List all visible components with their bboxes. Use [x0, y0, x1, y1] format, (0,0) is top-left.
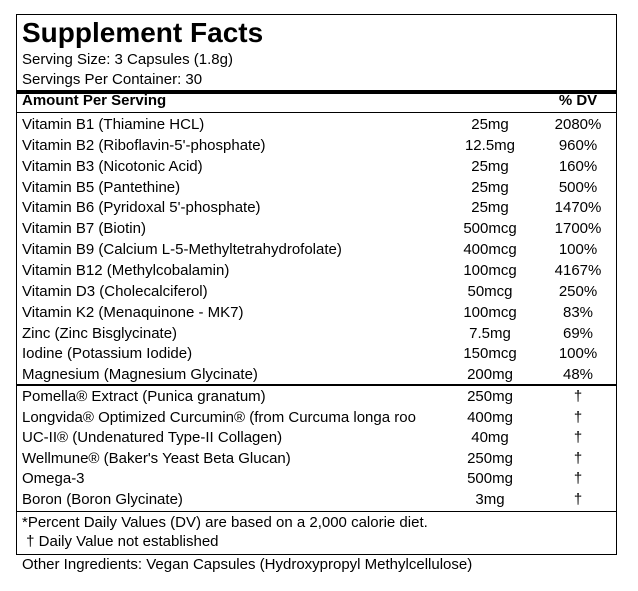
ingredient-name: Vitamin B3 (Nicotonic Acid) — [22, 157, 203, 175]
ingredient-amount: 25mg — [471, 157, 509, 175]
daily-value: 4167% — [554, 261, 602, 279]
ingredient-amount: 3mg — [475, 491, 505, 508]
ingredient-name: Vitamin D3 (Cholecalciferol) — [22, 282, 208, 300]
ingredient-name: Longvida® Optimized Curcumin® (from Curc… — [22, 408, 416, 426]
ingredient-amount: 40mg — [471, 429, 509, 447]
ingredient-amount: 100mcg — [463, 261, 517, 279]
ingredient-amount: 25mg — [471, 178, 509, 196]
ingredient-name: Pomella® Extract (Punica granatum) — [22, 388, 266, 405]
footnote: *Percent Daily Values (DV) are based on … — [22, 514, 428, 531]
ingredient-amount: 25mg — [471, 116, 509, 133]
ingredient-name: Boron (Boron Glycinate) — [22, 491, 183, 508]
ingredient-amount: 25mg — [471, 199, 509, 217]
serving-size: Serving Size: 3 Capsules (1.8g) — [22, 51, 233, 68]
ingredient-name: Zinc (Zinc Bisglycinate) — [22, 324, 178, 342]
ingredient-amount: 400mg — [467, 408, 513, 426]
ingredient-name: Wellmune® (Baker's Yeast Beta Glucan) — [22, 449, 291, 467]
daily-value: 250% — [558, 282, 598, 300]
ingredient-amount: 100mcg — [463, 303, 517, 321]
daily-value: 960% — [558, 136, 598, 154]
label-box — [16, 14, 617, 555]
ingredient-amount: 400mcg — [463, 241, 517, 259]
daily-value: 500% — [558, 178, 598, 196]
daily-value: 100% — [558, 345, 598, 363]
ingredient-amount: 150mcg — [463, 345, 517, 363]
daily-value: † — [573, 429, 583, 447]
footnote: † Daily Value not established — [22, 533, 219, 550]
ingredient-name: Vitamin K2 (Menaquinone - MK7) — [22, 303, 244, 321]
daily-value: † — [573, 449, 583, 467]
ingredient-name: Vitamin B12 (Methylcobalamin) — [22, 261, 230, 279]
ingredient-name: Vitamin B9 (Calcium L-5-Methyltetrahydro… — [22, 241, 342, 259]
daily-value: 1470% — [554, 199, 602, 217]
ingredient-name: UC-II® (Undenatured Type-II Collagen) — [22, 429, 283, 447]
daily-value: † — [573, 470, 583, 488]
daily-value: 100% — [558, 241, 598, 259]
daily-value: † — [573, 491, 583, 508]
ingredient-amount: 200mg — [467, 366, 513, 384]
ingredient-name: Vitamin B7 (Biotin) — [22, 220, 146, 238]
column-header: % DV — [558, 92, 598, 109]
ingredient-amount: 250mg — [467, 449, 513, 467]
daily-value: † — [573, 388, 583, 405]
daily-value: 83% — [562, 303, 594, 321]
ingredient-name: Vitamin B5 (Pantethine) — [22, 178, 181, 196]
ingredient-amount: 7.5mg — [469, 324, 511, 342]
daily-value: † — [573, 408, 583, 426]
ingredient-name: Omega-3 — [22, 470, 85, 488]
rule — [17, 511, 616, 512]
daily-value: 160% — [558, 157, 598, 175]
ingredient-name: Iodine (Potassium Iodide) — [22, 345, 193, 363]
daily-value: 2080% — [554, 116, 602, 133]
ingredient-amount: 250mg — [467, 388, 513, 405]
other-ingredients: Other Ingredients: Vegan Capsules (Hydro… — [22, 556, 473, 573]
thick-rule — [17, 90, 616, 94]
ingredient-name: Vitamin B2 (Riboflavin-5'-phosphate) — [22, 136, 266, 154]
ingredient-name: Vitamin B6 (Pyridoxal 5'-phosphate) — [22, 199, 261, 217]
daily-value: 69% — [562, 324, 594, 342]
daily-value: 1700% — [554, 220, 602, 238]
ingredient-amount: 500mg — [467, 470, 513, 488]
ingredient-name: Magnesium (Magnesium Glycinate) — [22, 366, 258, 384]
ingredient-amount: 12.5mg — [464, 136, 516, 154]
thick-rule — [17, 384, 616, 386]
title: Supplement Facts — [22, 17, 264, 48]
ingredient-name: Vitamin B1 (Thiamine HCL) — [22, 116, 205, 133]
daily-value: 48% — [562, 366, 594, 384]
ingredient-amount: 500mcg — [463, 220, 517, 238]
rule — [17, 112, 616, 113]
column-header: Amount Per Serving — [22, 92, 167, 109]
ingredient-amount: 50mcg — [467, 282, 513, 300]
servings-per-container: Servings Per Container: 30 — [22, 71, 203, 88]
